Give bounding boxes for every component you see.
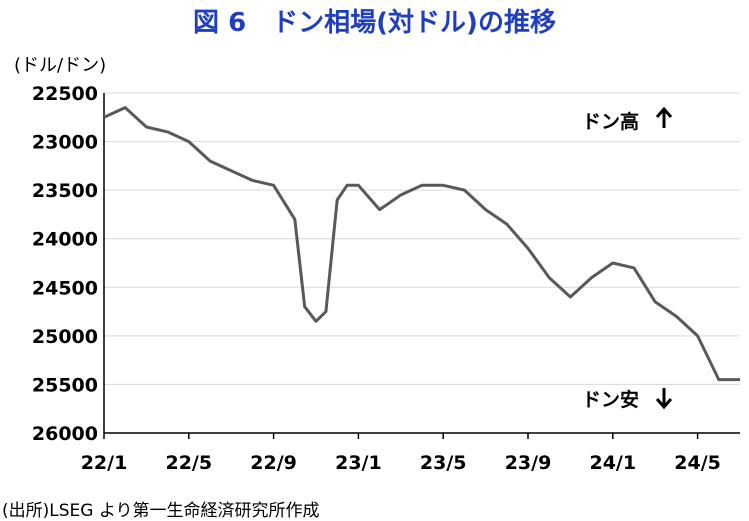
x-tick-label: 24/1 — [589, 452, 636, 474]
annotation-dong-weak: ドン安 — [582, 388, 639, 411]
y-axis-unit-label: (ドル/ドン) — [14, 55, 107, 76]
x-axis-ticks: 22/1 22/5 22/9 23/1 23/5 23/9 24/1 24/5 — [81, 433, 721, 474]
y-tick-label: 26000 — [32, 423, 98, 445]
y-tick-label: 25000 — [32, 326, 98, 348]
chart-title: 図 6 ドン相場(対ドル)の推移 — [193, 8, 556, 38]
y-tick-label: 22500 — [32, 83, 98, 105]
y-tick-label: 23500 — [32, 180, 98, 202]
x-tick-label: 23/1 — [335, 452, 382, 474]
y-tick-label: 23000 — [32, 132, 98, 154]
x-tick-label: 23/5 — [420, 452, 467, 474]
x-tick-label: 22/5 — [165, 452, 212, 474]
series-line — [103, 106, 740, 382]
x-tick-label: 24/5 — [674, 452, 721, 474]
gridlines — [104, 92, 740, 434]
annotation-dong-strong: ドン高 — [582, 110, 639, 133]
series-lines — [103, 106, 740, 382]
x-tick-label: 23/9 — [505, 452, 552, 474]
y-axis-ticks: 22500 23000 23500 24000 24500 25000 25500 26000 — [32, 83, 98, 445]
up-arrow-head-icon — [655, 106, 673, 118]
y-tick-label: 24500 — [32, 277, 98, 299]
y-tick-label: 25500 — [32, 374, 98, 396]
x-axis — [103, 93, 740, 434]
x-tick-label: 22/1 — [81, 452, 128, 474]
source-note: (出所)LSEG より第一生命経済研究所作成 — [2, 501, 320, 521]
y-tick-label: 24000 — [32, 229, 98, 251]
down-arrow-head-icon — [655, 398, 673, 410]
x-tick-label: 22/9 — [250, 452, 297, 474]
